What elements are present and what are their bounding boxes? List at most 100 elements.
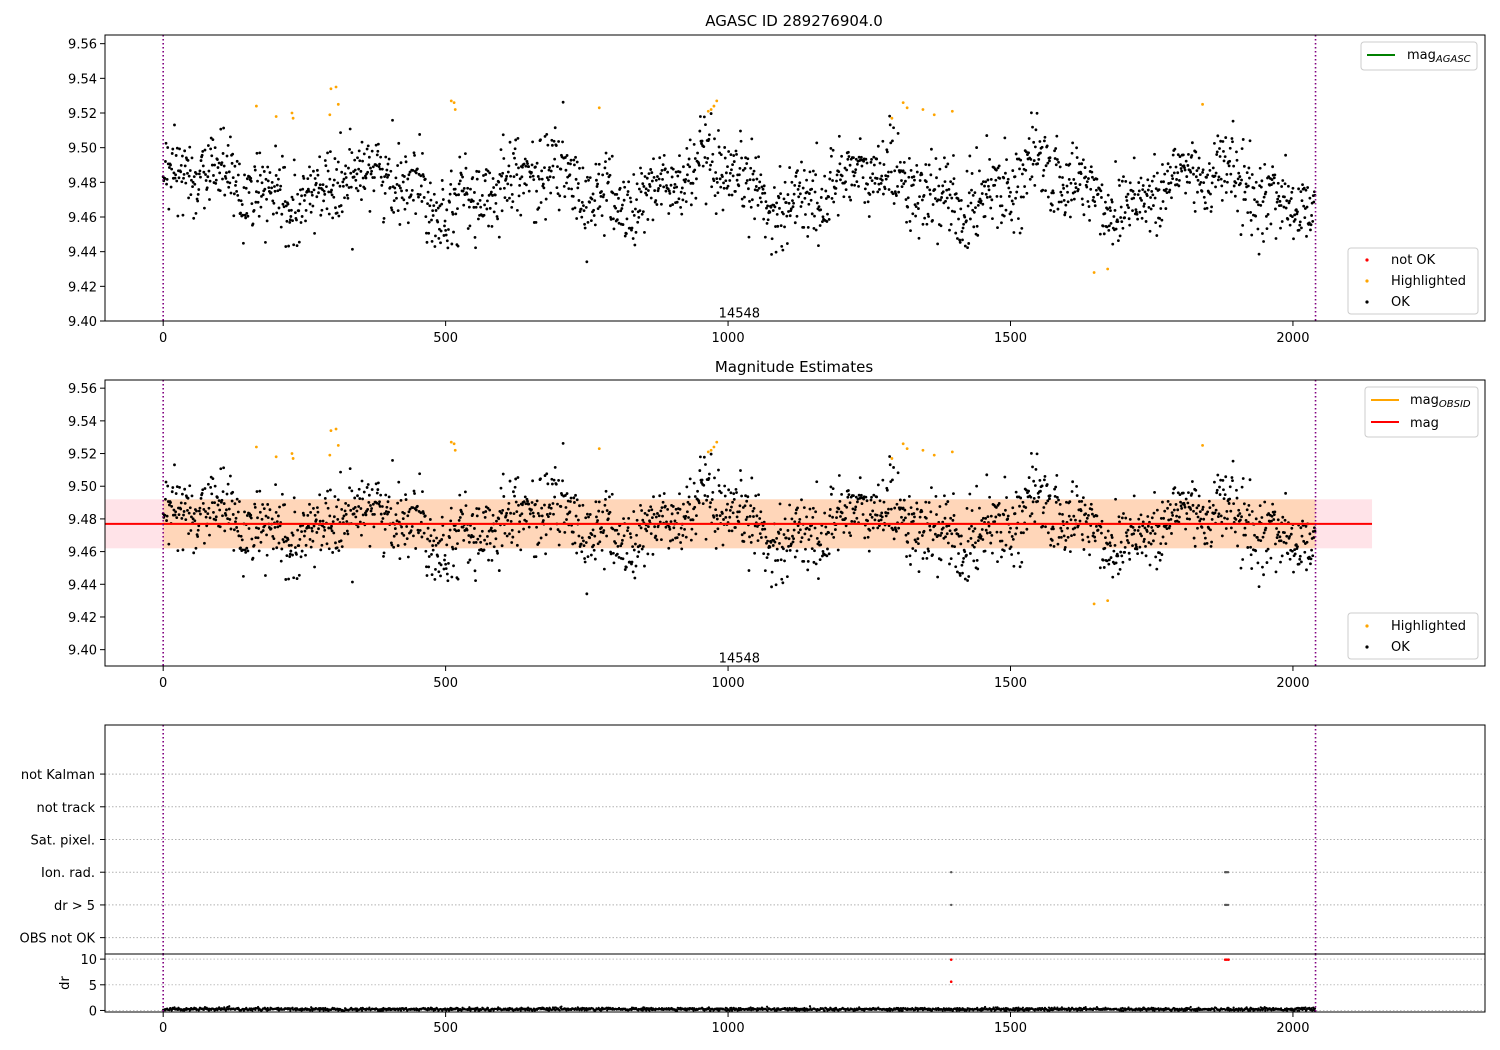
- ok-point: [1281, 179, 1285, 182]
- ok-point: [535, 161, 539, 165]
- ok-point: [561, 140, 564, 144]
- ok-point: [842, 531, 846, 534]
- ok-point: [1148, 229, 1152, 233]
- ok-point: [365, 486, 369, 489]
- ok-point: [263, 187, 267, 191]
- ok-point: [291, 533, 295, 537]
- ok-point: [800, 200, 804, 204]
- ok-point: [427, 231, 431, 235]
- ok-point: [763, 527, 767, 531]
- ok-point: [287, 244, 290, 248]
- ok-point: [1067, 514, 1071, 518]
- ok-point: [166, 146, 170, 149]
- ok-point: [930, 147, 933, 151]
- mag-agasc-legend-sub: AGASC: [1435, 54, 1471, 65]
- ok-point: [1282, 205, 1286, 209]
- ok-point: [265, 553, 269, 557]
- ok-point: [244, 216, 248, 220]
- ok-point: [401, 517, 405, 521]
- ok-point: [508, 140, 512, 144]
- est-highlighted-legend-label: Highlighted: [1391, 619, 1466, 634]
- ok-point: [1205, 512, 1208, 516]
- ok-point: [1152, 511, 1156, 515]
- ok-point: [884, 511, 888, 514]
- ok-point: [698, 469, 702, 472]
- ok-point: [864, 157, 868, 161]
- ok-point: [948, 529, 952, 533]
- ok-point: [544, 217, 548, 221]
- ok-point: [1174, 165, 1178, 169]
- ok-point: [180, 492, 184, 496]
- ok-point: [928, 524, 932, 528]
- ok-point: [277, 177, 280, 181]
- ok-point: [775, 536, 779, 540]
- ok-point: [1162, 180, 1165, 184]
- ok-point: [869, 160, 873, 164]
- x-tick-label: 0: [159, 676, 167, 691]
- ok-point: [1231, 119, 1235, 123]
- ok-point: [370, 507, 374, 510]
- ok-point: [325, 542, 329, 546]
- ok-point: [535, 525, 538, 529]
- highlighted-point: [254, 104, 258, 108]
- ok-point: [896, 132, 900, 135]
- ok-point: [408, 507, 412, 511]
- ok-point: [1155, 171, 1159, 175]
- ok-point: [1226, 180, 1229, 184]
- ok-point: [268, 171, 272, 174]
- ok-point: [574, 493, 577, 497]
- ok-point: [1116, 239, 1120, 243]
- ok-point: [824, 189, 828, 193]
- ok-point: [311, 204, 315, 208]
- ok-point: [637, 187, 641, 191]
- ok-point: [1293, 548, 1297, 552]
- ok-point: [478, 199, 482, 202]
- ok-point: [993, 183, 997, 187]
- ok-point: [936, 533, 940, 537]
- ok-point: [1085, 516, 1089, 520]
- ok-point: [876, 144, 880, 148]
- ok-point: [1030, 111, 1033, 115]
- ok-point: [517, 194, 521, 198]
- ok-point: [714, 212, 718, 216]
- ok-point: [437, 570, 441, 574]
- ok-point: [316, 510, 320, 514]
- ok-point: [1056, 207, 1060, 211]
- ok-point: [674, 507, 678, 511]
- ok-point: [775, 547, 779, 551]
- ok-point: [738, 504, 742, 508]
- ok-point: [968, 154, 972, 158]
- ok-point: [196, 535, 200, 538]
- ok-point: [1295, 212, 1299, 216]
- ok-point: [697, 163, 701, 167]
- ok-point: [1246, 184, 1250, 188]
- ok-point: [454, 547, 458, 551]
- ok-point: [858, 476, 862, 480]
- ok-point: [569, 496, 573, 500]
- ok-point: [790, 517, 794, 521]
- ok-point: [1135, 210, 1138, 214]
- ok-point: [678, 170, 682, 174]
- ok-point: [691, 518, 695, 522]
- agasc-obsid-label: 14548: [719, 307, 760, 322]
- ok-point: [1150, 189, 1154, 193]
- ok-point: [399, 186, 402, 190]
- ok-point: [786, 193, 790, 196]
- ok-point: [654, 515, 658, 519]
- ok-point: [1227, 502, 1231, 505]
- ok-point: [668, 527, 672, 531]
- ok-point: [532, 178, 536, 182]
- ok-point: [778, 542, 781, 545]
- ok-point: [361, 176, 365, 180]
- ok-point: [1110, 533, 1114, 537]
- ok-point: [1037, 495, 1041, 499]
- ok-point: [693, 168, 697, 172]
- ok-point: [332, 531, 336, 535]
- ok-point: [909, 506, 913, 510]
- ok-point: [1215, 488, 1219, 492]
- ok-point: [1051, 189, 1055, 193]
- ok-point: [950, 532, 954, 536]
- ok-point: [1178, 493, 1182, 497]
- ok-point: [740, 156, 744, 160]
- ok-point: [569, 158, 573, 162]
